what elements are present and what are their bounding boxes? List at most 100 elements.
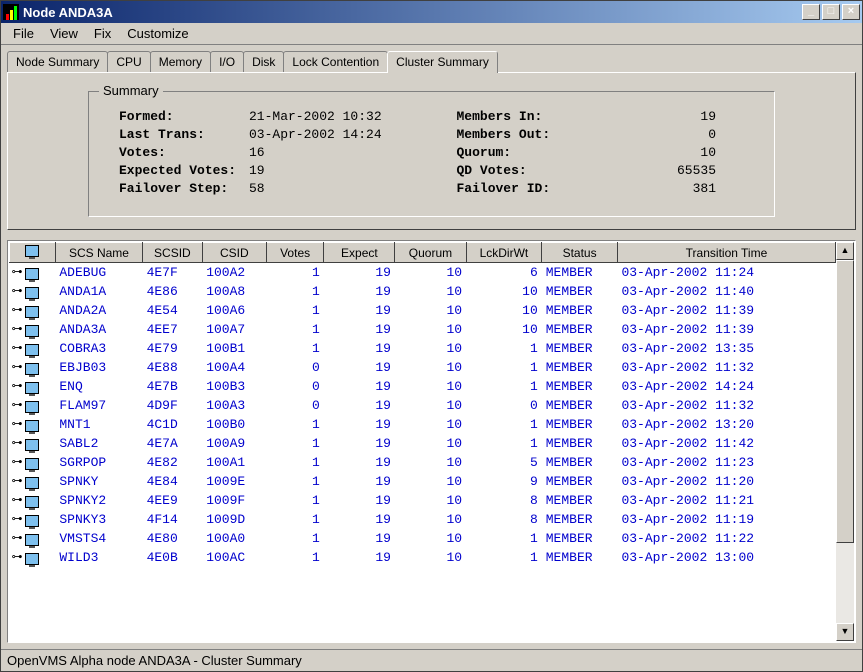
cell-scs-name: ANDA3A (55, 320, 142, 339)
table-row[interactable]: ⊶ ADEBUG4E7F100A2119106MEMBER03-Apr-2002… (10, 263, 836, 283)
cell-csid: 1009D (202, 510, 266, 529)
table-row[interactable]: ⊶ SABL24E7A100A9119101MEMBER03-Apr-2002 … (10, 434, 836, 453)
cell-transition-time: 03-Apr-2002 11:19 (617, 510, 835, 529)
cell-status: MEMBER (542, 320, 618, 339)
table-row[interactable]: ⊶ VMSTS44E80100A0119101MEMBER03-Apr-2002… (10, 529, 836, 548)
monitor-icon (25, 458, 39, 470)
cell-csid: 100A0 (202, 529, 266, 548)
cell-lckdirwt: 0 (466, 396, 542, 415)
key-icon: ⊶ (12, 360, 23, 377)
summary-value: 58 (249, 180, 407, 198)
cell-lckdirwt: 1 (466, 434, 542, 453)
key-icon: ⊶ (12, 455, 23, 472)
maximize-button[interactable]: □ (822, 4, 840, 20)
column-header-scs-name[interactable]: SCS Name (55, 243, 142, 263)
summary-value: 21-Mar-2002 10:32 (249, 108, 407, 126)
summary-label: Votes: (119, 144, 249, 162)
table-row[interactable]: ⊶ SPNKY34F141009D119108MEMBER03-Apr-2002… (10, 510, 836, 529)
tab-memory[interactable]: Memory (150, 51, 211, 72)
column-header-transition-time[interactable]: Transition Time (617, 243, 835, 263)
column-header-quorum[interactable]: Quorum (395, 243, 466, 263)
cell-votes: 1 (266, 282, 323, 301)
summary-row: Quorum:10 (457, 144, 745, 162)
key-icon: ⊶ (12, 550, 23, 567)
close-button[interactable]: × (842, 4, 860, 20)
column-header-status[interactable]: Status (542, 243, 618, 263)
cell-expect: 19 (324, 529, 395, 548)
status-text: OpenVMS Alpha node ANDA3A - Cluster Summ… (7, 653, 302, 668)
titlebar[interactable]: Node ANDA3A _ □ × (1, 1, 862, 23)
column-header-lckdirwt[interactable]: LckDirWt (466, 243, 542, 263)
cell-expect: 19 (324, 510, 395, 529)
summary-label: Failover ID: (457, 180, 587, 198)
minimize-button[interactable]: _ (802, 4, 820, 20)
cell-expect: 19 (324, 396, 395, 415)
table-row[interactable]: ⊶ SPNKY24EE91009F119108MEMBER03-Apr-2002… (10, 491, 836, 510)
cell-csid: 100A7 (202, 320, 266, 339)
vertical-scrollbar[interactable]: ▲ ▼ (836, 242, 854, 641)
cell-scsid: 4E82 (143, 453, 203, 472)
monitor-icon (25, 382, 39, 394)
column-header-votes[interactable]: Votes (266, 243, 323, 263)
table-row[interactable]: ⊶ FLAM974D9F100A3019100MEMBER03-Apr-2002… (10, 396, 836, 415)
table-row[interactable]: ⊶ ANDA3A4EE7100A71191010MEMBER03-Apr-200… (10, 320, 836, 339)
tab-node-summary[interactable]: Node Summary (7, 51, 108, 72)
table-row[interactable]: ⊶ EBJB034E88100A4019101MEMBER03-Apr-2002… (10, 358, 836, 377)
cell-status: MEMBER (542, 263, 618, 283)
summary-row: Formed:21-Mar-2002 10:32 (119, 108, 407, 126)
cell-csid: 100B3 (202, 377, 266, 396)
tab-i/o[interactable]: I/O (210, 51, 244, 72)
cell-lckdirwt: 1 (466, 415, 542, 434)
column-header-scsid[interactable]: SCSID (143, 243, 203, 263)
monitor-icon (25, 515, 39, 527)
scroll-track[interactable] (836, 260, 854, 623)
tab-cluster-summary[interactable]: Cluster Summary (387, 51, 498, 73)
table-row[interactable]: ⊶ ANDA2A4E54100A61191010MEMBER03-Apr-200… (10, 301, 836, 320)
table-row[interactable]: ⊶ MNT14C1D100B0119101MEMBER03-Apr-2002 1… (10, 415, 836, 434)
key-icon: ⊶ (12, 398, 23, 415)
tab-lock-contention[interactable]: Lock Contention (283, 51, 388, 72)
column-header-csid[interactable]: CSID (202, 243, 266, 263)
key-icon: ⊶ (12, 341, 23, 358)
row-icon-cell: ⊶ (10, 548, 56, 567)
summary-label: Last Trans: (119, 126, 249, 144)
menu-fix[interactable]: Fix (86, 24, 119, 43)
table-row[interactable]: ⊶ WILD34E0B100AC119101MEMBER03-Apr-2002 … (10, 548, 836, 567)
table-row[interactable]: ⊶ COBRA34E79100B1119101MEMBER03-Apr-2002… (10, 339, 836, 358)
row-icon-cell: ⊶ (10, 377, 56, 396)
cell-quorum: 10 (395, 339, 466, 358)
menu-customize[interactable]: Customize (119, 24, 196, 43)
table-row[interactable]: ⊶ SGRPOP4E82100A1119105MEMBER03-Apr-2002… (10, 453, 836, 472)
row-icon-cell: ⊶ (10, 339, 56, 358)
cell-lckdirwt: 1 (466, 548, 542, 567)
cell-lckdirwt: 8 (466, 510, 542, 529)
table-row[interactable]: ⊶ ANDA1A4E86100A81191010MEMBER03-Apr-200… (10, 282, 836, 301)
column-header-expect[interactable]: Expect (324, 243, 395, 263)
cell-transition-time: 03-Apr-2002 13:20 (617, 415, 835, 434)
cell-status: MEMBER (542, 510, 618, 529)
table-row[interactable]: ⊶ ENQ4E7B100B3019101MEMBER03-Apr-2002 14… (10, 377, 836, 396)
table-row[interactable]: ⊶ SPNKY4E841009E119109MEMBER03-Apr-2002 … (10, 472, 836, 491)
cell-csid: 100A1 (202, 453, 266, 472)
menu-file[interactable]: File (5, 24, 42, 43)
cell-votes: 1 (266, 301, 323, 320)
cell-scsid: 4C1D (143, 415, 203, 434)
menubar: File View Fix Customize (1, 23, 862, 45)
tab-cpu[interactable]: CPU (107, 51, 150, 72)
menu-view[interactable]: View (42, 24, 86, 43)
column-header-corner[interactable] (10, 243, 56, 263)
cell-expect: 19 (324, 434, 395, 453)
summary-row: Last Trans:03-Apr-2002 14:24 (119, 126, 407, 144)
summary-row: Expected Votes:19 (119, 162, 407, 180)
scroll-down-button[interactable]: ▼ (836, 623, 854, 641)
tab-disk[interactable]: Disk (243, 51, 284, 72)
scroll-thumb[interactable] (836, 260, 854, 543)
cell-lckdirwt: 10 (466, 282, 542, 301)
row-icon-cell: ⊶ (10, 453, 56, 472)
window-title: Node ANDA3A (23, 5, 802, 20)
monitor-icon (25, 268, 39, 280)
scroll-up-button[interactable]: ▲ (836, 242, 854, 260)
cell-transition-time: 03-Apr-2002 14:24 (617, 377, 835, 396)
cell-expect: 19 (324, 358, 395, 377)
cell-lckdirwt: 10 (466, 320, 542, 339)
